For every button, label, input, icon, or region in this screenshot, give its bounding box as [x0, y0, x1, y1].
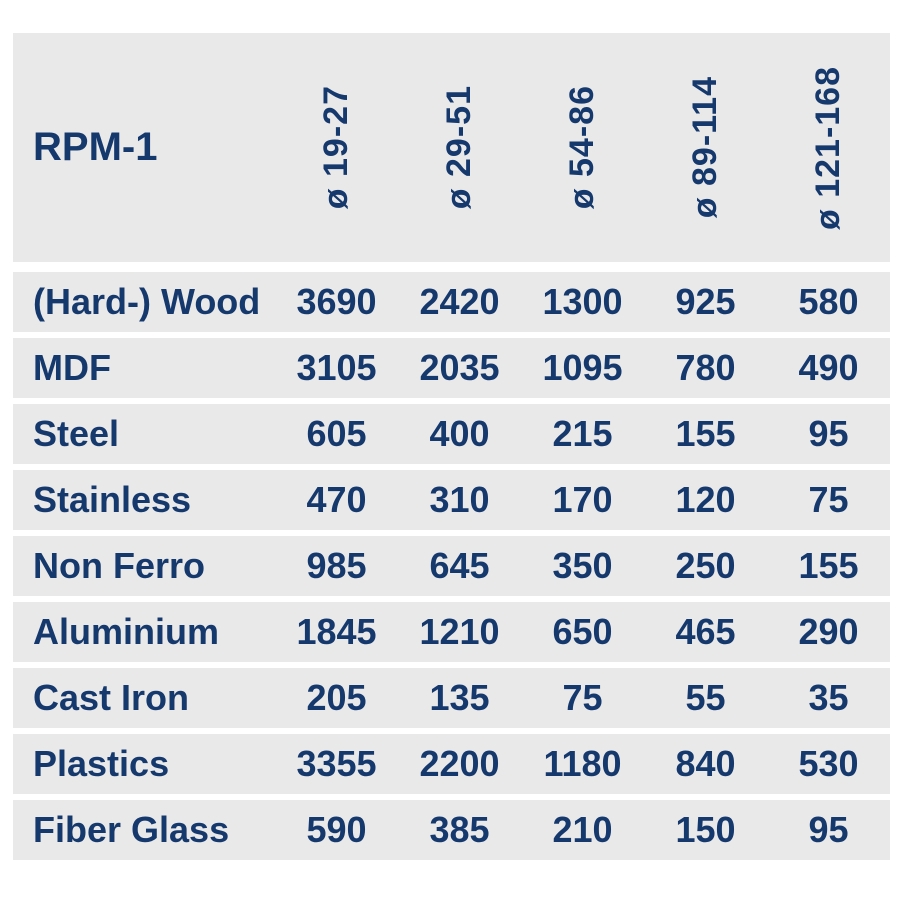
rpm-value: 120 [675, 479, 736, 520]
rpm-value: 350 [552, 545, 613, 586]
rpm-value: 1845 [296, 611, 377, 652]
rpm-value: 605 [306, 413, 367, 454]
rpm-value: 75 [562, 677, 603, 718]
rpm-value: 150 [675, 809, 736, 850]
table-row-cast-iron: Cast Iron 205 135 75 55 35 [13, 668, 890, 728]
rpm-value: 1180 [543, 743, 622, 784]
material-label: Stainless [33, 479, 192, 520]
table-row-stainless: Stainless 470 310 170 120 75 [13, 470, 890, 530]
rpm-table: RPM-1 ø 19-27 ø 29-51 ø 54-86 ø 89-114 ø… [13, 33, 890, 860]
header-label-cell: RPM-1 [13, 33, 275, 262]
table-row-mdf: MDF 3105 2035 1095 780 490 [13, 338, 890, 398]
rpm-value: 400 [429, 413, 490, 454]
rpm-value: 1300 [542, 281, 623, 322]
rpm-value: 155 [675, 413, 736, 454]
rpm-value: 95 [808, 809, 849, 850]
column-header-label: ø 29-51 [440, 85, 478, 210]
rpm-value: 465 [675, 611, 736, 652]
column-header-diameter-3: ø 54-86 [521, 33, 644, 262]
column-header-diameter-2: ø 29-51 [398, 33, 521, 262]
column-header-label: ø 19-27 [317, 85, 355, 210]
rpm-value: 2200 [419, 743, 500, 784]
column-header-diameter-4: ø 89-114 [644, 33, 767, 262]
rpm-value: 780 [675, 347, 736, 388]
rpm-value: 170 [552, 479, 613, 520]
rpm-value: 470 [306, 479, 367, 520]
rpm-value: 840 [675, 743, 736, 784]
table-header-row: RPM-1 ø 19-27 ø 29-51 ø 54-86 ø 89-114 ø… [13, 33, 890, 262]
table-row-fiber-glass: Fiber Glass 590 385 210 150 95 [13, 800, 890, 860]
material-label: MDF [33, 347, 111, 388]
material-label: Plastics [33, 743, 170, 784]
material-label: Fiber Glass [33, 809, 230, 850]
material-label: (Hard-) Wood [33, 281, 261, 322]
rpm-value: 215 [552, 413, 613, 454]
column-header-diameter-5: ø 121-168 [767, 33, 890, 262]
rpm-value: 250 [675, 545, 736, 586]
rpm-value: 530 [798, 743, 859, 784]
rpm-value: 55 [685, 677, 726, 718]
rpm-value: 985 [306, 545, 367, 586]
table-row-steel: Steel 605 400 215 155 95 [13, 404, 890, 464]
rpm-value: 290 [798, 611, 859, 652]
rpm-value: 2420 [419, 281, 500, 322]
rpm-value: 210 [552, 809, 613, 850]
rpm-value: 75 [808, 479, 849, 520]
rpm-value: 35 [808, 677, 849, 718]
table-row-hard-wood: (Hard-) Wood 3690 2420 1300 925 580 [13, 272, 890, 332]
rpm-value: 3355 [296, 743, 377, 784]
material-label: Aluminium [33, 611, 219, 652]
table-row-non-ferro: Non Ferro 985 645 350 250 155 [13, 536, 890, 596]
material-label: Non Ferro [33, 545, 206, 586]
table-row-aluminium: Aluminium 1845 1210 650 465 290 [13, 602, 890, 662]
column-header-diameter-1: ø 19-27 [275, 33, 398, 262]
rpm-value: 645 [429, 545, 490, 586]
rpm-value: 205 [306, 677, 367, 718]
rpm-value: 95 [808, 413, 849, 454]
rpm-value: 3690 [296, 281, 377, 322]
rpm-value: 590 [306, 809, 367, 850]
column-header-label: ø 54-86 [563, 85, 601, 210]
rpm-value: 650 [552, 611, 613, 652]
table-row-plastics: Plastics 3355 2200 1180 840 530 [13, 734, 890, 794]
rpm-value: 155 [798, 545, 859, 586]
rpm-value: 385 [429, 809, 490, 850]
material-label: Steel [33, 413, 120, 454]
rpm-value: 490 [798, 347, 859, 388]
material-label: Cast Iron [33, 677, 190, 718]
rpm-value: 3105 [296, 347, 377, 388]
rpm-value: 135 [429, 677, 490, 718]
rpm-value: 1095 [542, 347, 623, 388]
table-title: RPM-1 [33, 125, 158, 169]
rpm-value: 2035 [419, 347, 500, 388]
column-header-label: ø 89-114 [686, 76, 724, 219]
rpm-value: 310 [429, 479, 490, 520]
rpm-value: 925 [675, 281, 736, 322]
rpm-value: 580 [798, 281, 859, 322]
rpm-value: 1210 [419, 611, 500, 652]
column-header-label: ø 121-168 [809, 65, 847, 230]
